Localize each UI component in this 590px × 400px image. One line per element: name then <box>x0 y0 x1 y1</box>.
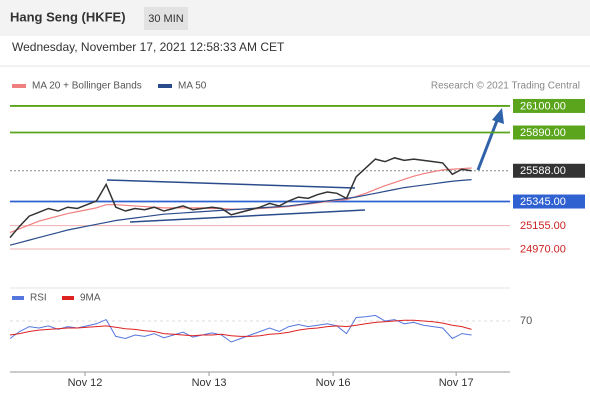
level-label: 25588.00 <box>520 165 566 177</box>
legend-swatch <box>12 296 24 300</box>
level-label: 25345.00 <box>520 196 566 208</box>
legend-swatch <box>62 296 74 300</box>
legend-label: MA 20 + Bollinger Bands <box>32 81 142 92</box>
channel-upper <box>106 179 356 189</box>
header-bg <box>0 0 590 36</box>
timeframe-badge[interactable] <box>144 7 188 30</box>
level-label: 25155.00 <box>520 220 566 232</box>
legend-swatch <box>158 84 172 88</box>
level-label: 26100.00 <box>520 100 566 112</box>
timeframe[interactable]: 30 MIN <box>148 13 184 25</box>
level-label-bg <box>513 194 585 209</box>
legend-label: 9MA <box>80 293 101 304</box>
legend-label: RSI <box>30 293 47 304</box>
level-label: 25890.00 <box>520 127 566 139</box>
legend-label: MA 50 <box>178 81 207 92</box>
rsi-tick-label: 70 <box>520 315 532 327</box>
level-label-bg <box>513 98 585 113</box>
x-tick-label: Nov 16 <box>316 377 351 389</box>
drawings <box>106 108 504 223</box>
ma-line <box>9 179 472 246</box>
attribution: Research © 2021 Trading Central <box>431 81 580 92</box>
channel-lower <box>129 209 366 223</box>
ma-line <box>9 167 472 234</box>
price-line <box>9 157 472 239</box>
x-tick-label: Nov 13 <box>192 377 227 389</box>
x-tick-label: Nov 12 <box>68 377 103 389</box>
subtitle: Wednesday, November 17, 2021 12:58:33 AM… <box>12 40 285 54</box>
forecast-arrow <box>476 117 500 171</box>
chart-title: Hang Seng (HKFE) <box>10 9 126 24</box>
level-label-bg <box>513 163 585 178</box>
x-tick-label: Nov 17 <box>439 377 474 389</box>
level-label-bg <box>513 125 585 140</box>
arrow-head <box>492 108 504 124</box>
rsi-line <box>9 319 472 337</box>
legend-swatch <box>12 84 26 88</box>
rsi-line <box>9 314 472 343</box>
level-label: 24970.00 <box>520 243 566 255</box>
